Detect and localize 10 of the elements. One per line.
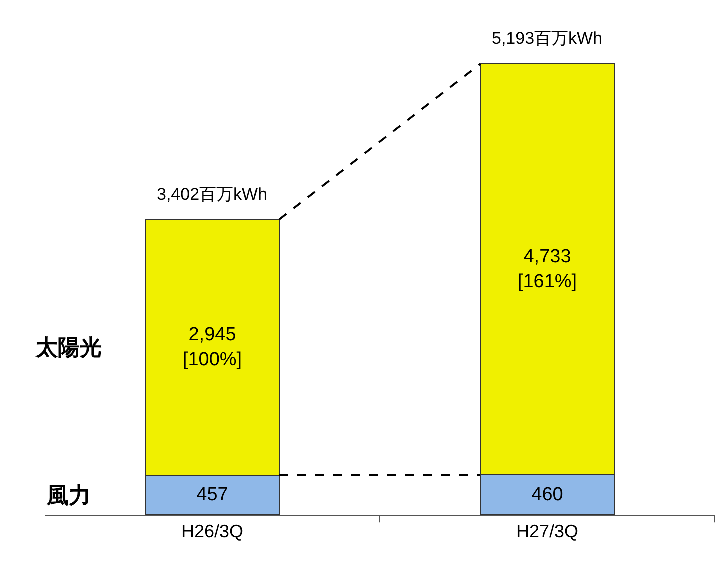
data-label: 457 [196,484,228,506]
data-label: 2,945 [100%] [182,324,242,370]
series-label: 太陽光 [35,335,102,360]
data-label: 4,733 [161%] [518,246,578,292]
x-tick-label: H27/3Q [516,522,579,542]
total-label: 5,193百万kWh [492,29,603,48]
x-tick-label: H26/3Q [181,522,244,542]
data-label: 460 [532,484,564,506]
text: 風力 [46,483,91,508]
total-label: 3,402百万kWh [157,185,268,204]
